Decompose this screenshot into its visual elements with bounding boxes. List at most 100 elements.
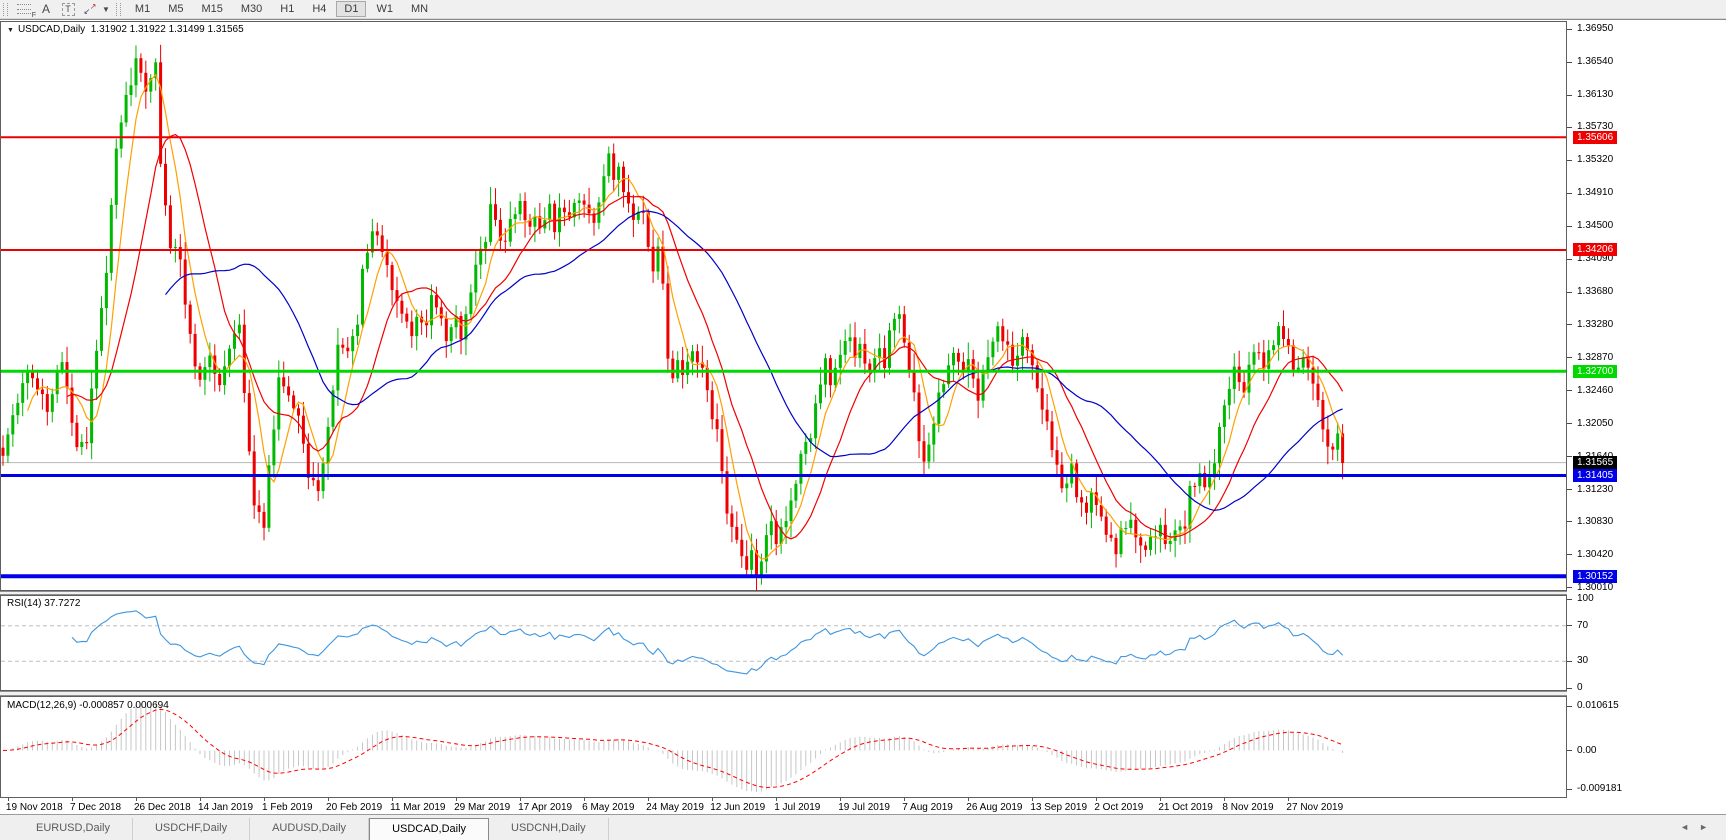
timeframe-button-d1[interactable]: D1 xyxy=(336,1,367,17)
price-axis-label: 1.30830 xyxy=(1577,515,1614,527)
text-tool-button[interactable]: A xyxy=(36,1,56,18)
chart-tab-eurusd[interactable]: EURUSD,Daily xyxy=(14,818,133,840)
time-axis-tick xyxy=(904,798,906,801)
axis-tick-mark xyxy=(1567,258,1572,260)
chart-tab-usdcnh[interactable]: USDCNH,Daily xyxy=(489,818,609,840)
price-axis-label: 1.32870 xyxy=(1577,351,1614,363)
time-axis-label: 27 Nov 2019 xyxy=(1286,802,1344,813)
price-level-tag: 1.31565 xyxy=(1573,456,1618,470)
price-level-tag: 1.34206 xyxy=(1573,243,1618,257)
tab-scroll-left-icon[interactable]: ◄ xyxy=(1680,822,1700,832)
time-axis-tick xyxy=(968,798,970,801)
toolbar-drag-handle[interactable] xyxy=(3,2,8,16)
time-axis-label: 13 Sep 2019 xyxy=(1030,802,1088,813)
time-axis-label: 6 May 2019 xyxy=(582,802,635,813)
time-axis-label: 21 Oct 2019 xyxy=(1158,802,1213,813)
price-axis-label: 0.00 xyxy=(1577,744,1597,756)
axis-tick-mark xyxy=(1567,705,1572,707)
price-level-tag: 1.32700 xyxy=(1573,364,1618,378)
price-level-tag: 1.31405 xyxy=(1573,468,1618,482)
fibonacci-icon: F xyxy=(17,4,36,19)
chart-ohlc-values: 1.31902 1.31922 1.31499 1.31565 xyxy=(90,24,244,35)
time-axis-tick xyxy=(776,798,778,801)
time-axis-label: 12 Jun 2019 xyxy=(710,802,766,813)
time-axis-tick xyxy=(648,798,650,801)
axis-tick-mark xyxy=(1567,390,1572,392)
time-axis-tick xyxy=(456,798,458,801)
price-axis-label: 0 xyxy=(1577,682,1583,693)
price-axis-label: 1.31640 xyxy=(1577,451,1613,463)
arrows-dropdown-caret-icon[interactable]: ▼ xyxy=(102,4,110,14)
timeframe-button-m1[interactable]: M1 xyxy=(134,3,151,15)
price-chart-canvas[interactable] xyxy=(0,21,1567,591)
axis-tick-mark xyxy=(1567,788,1572,790)
arrows-tool-button[interactable]: ↗ ↙ xyxy=(80,1,100,18)
timeframe-toolbar-drag-handle[interactable] xyxy=(115,2,121,16)
timeframe-button-h4[interactable]: H4 xyxy=(312,3,327,15)
chart-tab-usdcad[interactable]: USDCAD,Daily xyxy=(369,818,490,840)
time-axis-tick xyxy=(71,798,73,801)
time-axis-label: 11 Mar 2019 xyxy=(390,802,446,813)
time-axis-tick xyxy=(1032,798,1034,801)
rsi-indicator-canvas[interactable] xyxy=(0,595,1567,691)
time-axis-tick xyxy=(1288,798,1290,801)
fibonacci-tool-button[interactable]: F xyxy=(14,1,36,19)
price-axis-label: 1.31230 xyxy=(1577,483,1614,495)
arrows-icon: ↗ ↙ xyxy=(83,1,97,16)
time-axis-label: 7 Aug 2019 xyxy=(902,802,953,813)
time-axis-tick xyxy=(200,798,201,801)
timeframe-button-mn[interactable]: MN xyxy=(410,3,429,15)
price-axis-label: 1.36950 xyxy=(1577,23,1614,35)
time-axis-tick xyxy=(264,798,266,801)
time-axis-tick xyxy=(1224,798,1226,801)
price-axis-label: 1.30420 xyxy=(1577,548,1614,560)
time-axis-tick xyxy=(840,798,842,801)
chart-tab-bar: EURUSD,Daily USDCHF,Daily AUDUSD,Daily USDC… xyxy=(0,814,1726,840)
price-axis-label: -0.009181 xyxy=(1577,783,1623,794)
time-axis-label: 19 Jul 2019 xyxy=(838,802,890,813)
macd-indicator-canvas[interactable] xyxy=(0,696,1567,798)
timeframe-button-m5[interactable]: M5 xyxy=(168,3,184,15)
timeframe-button-m15[interactable]: M15 xyxy=(201,3,223,15)
time-axis-tick xyxy=(1160,798,1162,801)
price-axis-label: 100 xyxy=(1577,593,1594,604)
time-axis-tick xyxy=(392,798,394,801)
timeframe-button-m30[interactable]: M30 xyxy=(240,3,263,15)
axis-tick-mark xyxy=(1567,598,1572,600)
chart-tab-usdchf[interactable]: USDCHF,Daily xyxy=(133,818,251,840)
timeframe-toolbar: M1 M5 M15 M30 H1 H4 D1 W1 MN xyxy=(126,1,437,17)
time-axis-label: 7 Dec 2018 xyxy=(69,802,122,813)
axis-tick-mark xyxy=(1567,456,1572,458)
chart-menu-caret-icon[interactable]: ▼ xyxy=(7,27,14,34)
time-axis[interactable]: 19 Nov 2018 7 Dec 2018 26 Dec 2018 14 Jan 2… xyxy=(0,798,1726,815)
text-label-tool-button[interactable]: T xyxy=(58,1,78,18)
top-toolbar: F A T ↗ ↙ ▼ M1 M5 M15 M30 H1 H4 D1 W1 MN xyxy=(0,0,1726,19)
axis-tick-mark xyxy=(1567,357,1572,359)
panel-resize-handle-macd[interactable] xyxy=(0,691,1726,696)
timeframe-button-h1[interactable]: H1 xyxy=(280,3,295,15)
axis-tick-mark xyxy=(1567,625,1572,627)
chart-tab-audusd[interactable]: AUDUSD,Daily xyxy=(250,818,370,840)
text-tool-icon: A xyxy=(41,2,50,16)
price-axis[interactable]: 1.36950 1.36540 1.36130 1.35730 1.35320 1.349… xyxy=(1567,20,1726,815)
time-axis-label: 20 Feb 2019 xyxy=(326,802,383,813)
time-axis-label: 2 Oct 2019 xyxy=(1094,802,1144,813)
price-axis-label: 1.32050 xyxy=(1577,417,1614,429)
axis-tick-mark xyxy=(1567,324,1572,326)
price-axis-label: 1.33680 xyxy=(1577,286,1614,298)
time-axis-tick xyxy=(1096,798,1098,801)
price-level-tag: 1.35606 xyxy=(1573,130,1618,144)
axis-tick-mark xyxy=(1567,750,1572,751)
price-axis-label: 1.34910 xyxy=(1577,187,1614,199)
tab-scroll-right-icon[interactable]: ► xyxy=(1699,822,1718,832)
time-axis-label: 26 Dec 2018 xyxy=(133,802,191,813)
timeframe-button-w1[interactable]: W1 xyxy=(376,3,393,15)
axis-tick-mark xyxy=(1567,423,1572,425)
price-axis-label: 1.34500 xyxy=(1577,220,1614,232)
time-axis-label: 26 Aug 2019 xyxy=(966,802,1023,813)
text-label-icon: T xyxy=(61,2,75,16)
panel-resize-handle-rsi[interactable] xyxy=(0,591,1726,595)
time-axis-label: 8 Nov 2019 xyxy=(1222,802,1274,813)
tab-scroll-arrows: ◄► xyxy=(1680,822,1718,832)
time-axis-label: 19 Nov 2018 xyxy=(5,802,63,813)
